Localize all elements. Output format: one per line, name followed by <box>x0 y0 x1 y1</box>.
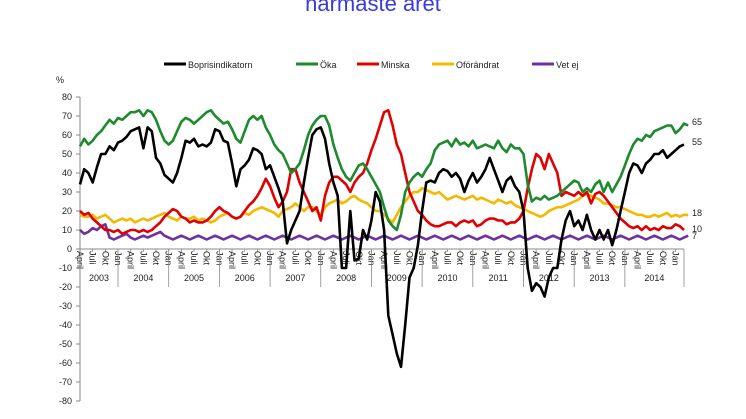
x-month-label: April <box>227 251 237 269</box>
y-tick-label: 40 <box>62 168 72 178</box>
x-month-label: Okt <box>658 251 668 266</box>
year-label: 2014 <box>644 273 664 283</box>
x-month-label: April <box>126 251 136 269</box>
legend-label: Minska <box>381 60 410 70</box>
series-line-boprisindikatorn <box>78 126 685 369</box>
year-label: 2003 <box>89 273 109 283</box>
x-month-label: Juli <box>493 251 503 265</box>
year-label: 2008 <box>336 273 356 283</box>
end-value-label: 65 <box>692 117 702 127</box>
x-month-label: April <box>379 251 389 269</box>
x-month-label: Okt <box>557 251 567 266</box>
year-label: 2010 <box>437 273 457 283</box>
y-tick-label: -40 <box>59 320 72 330</box>
legend-label: Öka <box>320 60 337 70</box>
year-label: 2006 <box>235 273 255 283</box>
x-month-label: April <box>582 251 592 269</box>
end-value-label: 10 <box>692 224 702 234</box>
y-tick-label: -30 <box>59 301 72 311</box>
year-label: 2013 <box>590 273 610 283</box>
x-month-label: April <box>531 251 541 269</box>
x-month-label: Okt <box>151 251 161 266</box>
y-tick-label: 60 <box>62 130 72 140</box>
y-tick-label: -70 <box>59 377 72 387</box>
y-tick-label: 80 <box>62 92 72 102</box>
end-value-label: 55 <box>692 137 702 147</box>
x-month-label: Okt <box>303 251 313 266</box>
x-month-label: Juli <box>544 251 554 265</box>
y-tick-label: -60 <box>59 358 72 368</box>
x-month-label: Okt <box>455 251 465 266</box>
x-month-label: Juli <box>595 251 605 265</box>
y-tick-label: 70 <box>62 111 72 121</box>
x-month-label: Okt <box>404 251 414 266</box>
y-tick-label: -10 <box>59 263 72 273</box>
x-month-label: Juli <box>290 251 300 265</box>
x-month-label: April <box>430 251 440 269</box>
y-tick-label: 20 <box>62 206 72 216</box>
series-line-minska <box>79 109 685 236</box>
y-tick-label: -20 <box>59 282 72 292</box>
x-month-label: Okt <box>100 251 110 266</box>
x-month-label: April <box>633 251 643 269</box>
x-month-label: April <box>328 251 338 269</box>
chart-title: närmaste året <box>305 0 441 16</box>
legend-label: Oförändrat <box>456 60 500 70</box>
x-month-label: April <box>278 251 288 269</box>
year-label: 2011 <box>488 273 507 283</box>
year-label: 2009 <box>387 273 407 283</box>
legend: Boprisindikatorn Öka Minska Oförändrat Vet e… <box>164 60 579 70</box>
end-value-label: 7 <box>692 231 697 241</box>
y-axis-label: % <box>56 75 64 85</box>
y-tick-label: 50 <box>62 149 72 159</box>
y-tick-label: -80 <box>59 396 72 406</box>
x-month-label: Juli <box>392 251 402 265</box>
end-labels: 65 55 18 107 <box>692 117 702 241</box>
year-label: 2005 <box>184 273 204 283</box>
y-tick-label: 30 <box>62 187 72 197</box>
x-month-label: Juli <box>645 251 655 265</box>
year-label: 2007 <box>285 273 305 283</box>
x-month-label: April <box>176 251 186 269</box>
legend-label: Vet ej <box>556 60 579 70</box>
x-month-label: Okt <box>506 251 516 266</box>
year-label: 2004 <box>133 273 153 283</box>
series-lines <box>78 109 689 369</box>
series-line--ka <box>78 109 689 232</box>
x-month-label: Okt <box>252 251 262 266</box>
x-month-label: Okt <box>607 251 617 266</box>
y-tick-label: 10 <box>62 225 72 235</box>
legend-label: Boprisindikatorn <box>188 60 253 70</box>
end-value-label: 18 <box>692 208 702 218</box>
axes: 80706050403020100-10-20-30-40-50-60-70-8… <box>56 75 685 406</box>
x-month-label: Juli <box>189 251 199 265</box>
x-month-label: Juli <box>442 251 452 265</box>
y-tick-label: -50 <box>59 339 72 349</box>
x-month-label: Juli <box>138 251 148 265</box>
x-month-label: Juli <box>240 251 250 265</box>
x-month-label: Jan <box>671 251 681 266</box>
y-tick-label: 0 <box>67 244 72 254</box>
x-month-label: Okt <box>202 251 212 266</box>
x-month-label: April <box>480 251 490 269</box>
x-month-label: Juli <box>88 251 98 265</box>
